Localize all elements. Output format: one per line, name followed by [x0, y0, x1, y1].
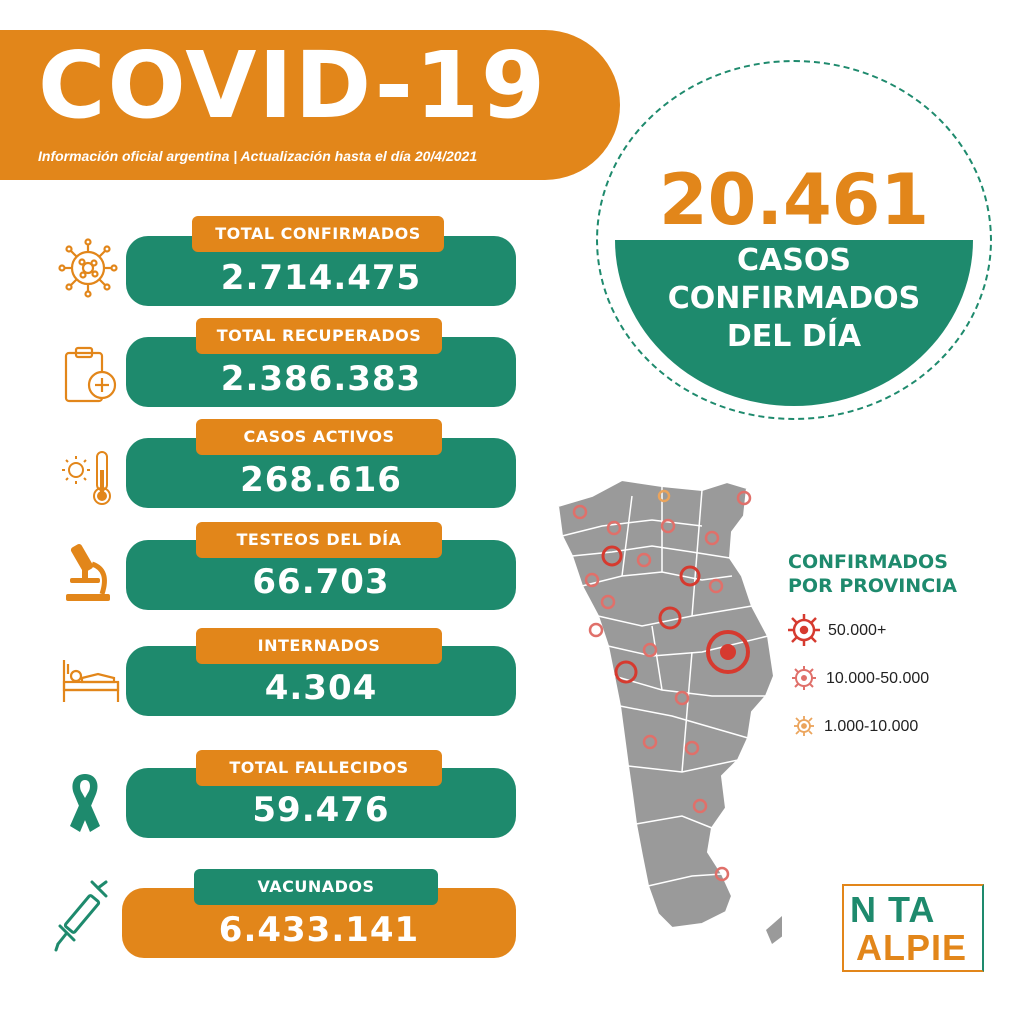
- virus-icon: [58, 238, 118, 298]
- header-banner: [0, 30, 620, 180]
- nota-al-pie-logo: N TA ALPIE: [842, 884, 990, 976]
- daily-label-line: CASOS: [737, 243, 851, 278]
- syringe-icon: [54, 878, 114, 954]
- page-title: COVID-19: [38, 32, 547, 139]
- stat-label: CASOS ACTIVOS: [196, 419, 442, 455]
- daily-circle-fill: [615, 240, 973, 406]
- stat-label: TESTEOS DEL DÍA: [196, 522, 442, 558]
- legend-title-line: POR PROVINCIA: [788, 575, 957, 597]
- stat-label: TOTAL RECUPERADOS: [196, 318, 442, 354]
- daily-circle-border: [596, 60, 992, 420]
- stat-label: INTERNADOS: [196, 628, 442, 664]
- page-subtitle: Información oficial argentina | Actualiz…: [38, 148, 478, 164]
- stat-value: 4.304: [264, 668, 378, 708]
- virus-medium-icon: [790, 664, 818, 692]
- legend-label: 10.000-50.000: [826, 670, 930, 687]
- logo-text-bottom: ALPIE: [856, 927, 968, 968]
- legend-title-line: CONFIRMADOS: [788, 551, 948, 573]
- stat-value: 66.703: [252, 562, 390, 602]
- stat-label: VACUNADOS: [194, 869, 438, 905]
- stat-value: 2.714.475: [220, 258, 422, 298]
- daily-label-line: DEL DÍA: [726, 319, 862, 354]
- logo-frame: [842, 884, 984, 972]
- argentina-map: [552, 476, 797, 950]
- daily-label-line: CONFIRMADOS: [667, 281, 921, 316]
- stat-label: TOTAL FALLECIDOS: [196, 750, 442, 786]
- virus-small-icon: [792, 714, 816, 738]
- legend-label: 1.000-10.000: [824, 718, 919, 735]
- legend-label: 50.000+: [828, 622, 887, 639]
- daily-cases-label: CASOS CONFIRMADOS DEL DÍA: [615, 242, 973, 356]
- stat-value: 6.433.141: [218, 910, 420, 950]
- legend-title: CONFIRMADOS POR PROVINCIA: [788, 550, 957, 598]
- thermometer-icon: [60, 448, 120, 508]
- microscope-icon: [62, 540, 122, 604]
- stat-confirmados: 2.714.475: [126, 236, 516, 306]
- clipboard-medical-icon: [60, 345, 120, 405]
- stat-value: 268.616: [240, 460, 402, 500]
- stat-label: TOTAL CONFIRMADOS: [192, 216, 444, 252]
- daily-cases-number: 20.461: [658, 159, 930, 241]
- hospital-bed-icon: [58, 656, 122, 706]
- daily-circle: 20.461 CASOS CONFIRMADOS DEL DÍA: [615, 74, 973, 406]
- logo-text-top: N TA: [850, 889, 936, 930]
- stat-value: 59.476: [252, 790, 390, 830]
- virus-large-icon: [786, 612, 822, 648]
- stat-value: 2.386.383: [220, 359, 422, 399]
- ribbon-icon: [60, 770, 110, 836]
